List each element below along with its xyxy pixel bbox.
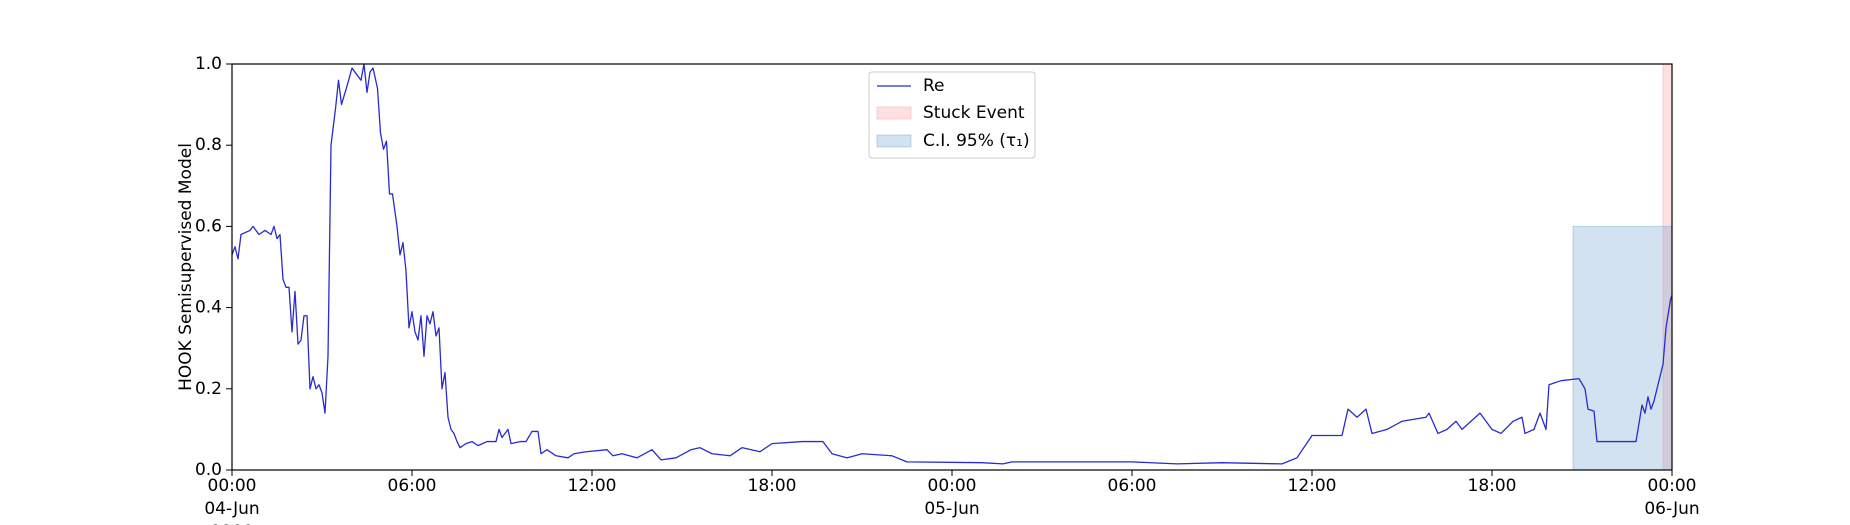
x-tick-label: 12:00 bbox=[568, 476, 617, 496]
x-tick-label: 06:00 bbox=[388, 476, 437, 496]
x-tick-label: 18:00 bbox=[1468, 476, 1517, 496]
band bbox=[1572, 225, 1673, 471]
legend-label: Stuck Event bbox=[923, 103, 1025, 123]
y-tick-label: 0.0 bbox=[195, 460, 222, 480]
x-tick-label: 12:00 bbox=[1288, 476, 1337, 496]
x-tick-label: 18:00 bbox=[748, 476, 797, 496]
x-tick-label: 00:00 05-Jun bbox=[924, 476, 979, 519]
y-tick-label: 0.4 bbox=[195, 298, 222, 318]
y-tick-label: 0.8 bbox=[195, 135, 222, 155]
x-tick-label: 00:00 06-Jun bbox=[1644, 476, 1699, 519]
legend-swatch bbox=[876, 106, 912, 120]
legend-box bbox=[868, 71, 1036, 159]
y-axis-label: HOOK Semisupervised Model bbox=[176, 143, 196, 391]
line bbox=[231, 63, 1673, 465]
legend-label: Re bbox=[923, 76, 945, 96]
y-tick-label: 0.6 bbox=[195, 216, 222, 236]
y-tick-label: 0.2 bbox=[195, 379, 222, 399]
legend-swatch bbox=[876, 134, 912, 148]
y-tick-label: 1.0 bbox=[195, 54, 222, 74]
legend-label: C.I. 95% (τ₁) bbox=[923, 131, 1030, 151]
x-tick-label: 06:00 bbox=[1108, 476, 1157, 496]
